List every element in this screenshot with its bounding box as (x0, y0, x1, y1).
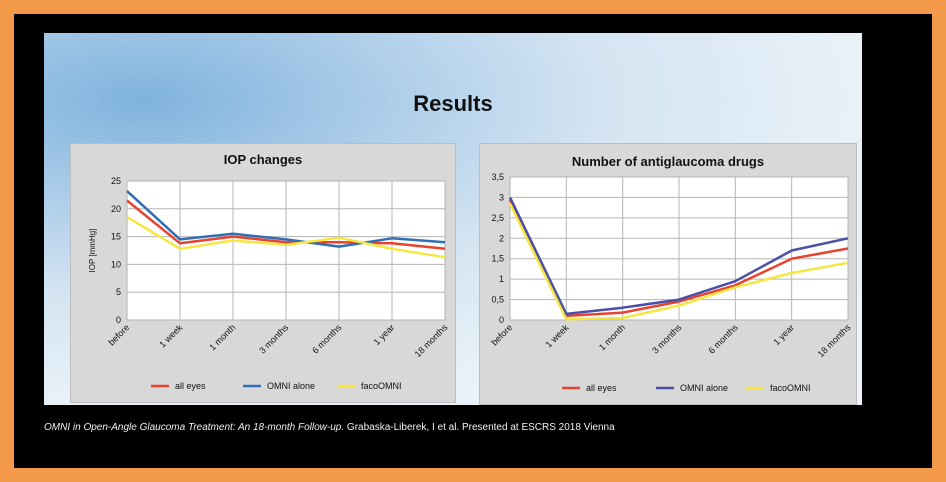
chart-title: Number of antiglaucoma drugs (572, 154, 764, 169)
y-tick-label: 5 (116, 287, 121, 297)
legend-label: all eyes (586, 383, 617, 393)
y-tick-label: 15 (111, 232, 121, 242)
series-line (508, 196, 849, 316)
x-tick-label: 1 year (372, 322, 397, 347)
slide: Results IOP changes 0 5 10 15 20 25 before 1 wee… (44, 33, 862, 405)
x-tick-label: 3 months (257, 322, 291, 356)
series-line (126, 216, 446, 259)
citation-caption: OMNI in Open-Angle Glaucoma Treatment: A… (44, 422, 615, 433)
y-tick-label: 2,5 (491, 213, 504, 223)
chart-svg: Number of antiglaucoma drugs 0 0,5 1 1,5 2 2,5… (489, 154, 853, 393)
x-tick-label: 18 months (413, 322, 450, 359)
y-tick-label: 3,5 (491, 172, 504, 182)
x-tick-label: 6 months (706, 322, 740, 356)
legend-label: facoOMNI (361, 381, 402, 391)
chart-svg: IOP changes 0 5 10 15 20 25 before 1 week 1 month… (88, 152, 450, 391)
legend-label: all eyes (175, 381, 206, 391)
legend-label: facoOMNI (770, 383, 811, 393)
y-tick-label: 1 (499, 274, 504, 284)
series-line (126, 199, 446, 251)
x-tick-label: 1 month (597, 322, 627, 352)
iop-chart-panel: IOP changes 0 5 10 15 20 25 before 1 week 1 month… (70, 143, 456, 403)
slide-title: Results (413, 91, 493, 116)
y-tick-label: 0 (499, 315, 504, 325)
series-line (508, 198, 849, 318)
x-tick-label: 1 week (544, 322, 572, 350)
y-tick-label: 3 (499, 192, 504, 202)
legend-label: OMNI alone (267, 381, 315, 391)
y-tick-label: 0,5 (491, 295, 504, 305)
citation-authors: Grabaska-Liberek, I et al. Presented at … (344, 422, 615, 433)
drugs-chart-panel: Number of antiglaucoma drugs 0 0,5 1 1,5 2 2,5… (479, 143, 857, 405)
y-tick-label: 0 (116, 315, 121, 325)
x-tick-label: 3 months (650, 322, 684, 356)
y-axis-label: IOP [mmHg] (88, 229, 97, 273)
x-tick-label: 6 months (310, 322, 344, 356)
legend-label: OMNI alone (680, 383, 728, 393)
y-tick-label: 1,5 (491, 254, 504, 264)
x-tick-label: before (489, 322, 514, 347)
x-tick-label: 1 week (157, 322, 185, 350)
series-line (126, 190, 446, 248)
y-tick-label: 2 (499, 233, 504, 243)
y-tick-label: 20 (111, 204, 121, 214)
x-tick-label: 1 year (771, 322, 796, 347)
x-tick-label: 1 month (207, 322, 237, 352)
y-tick-label: 10 (111, 259, 121, 269)
chart-title: IOP changes (224, 152, 303, 167)
citation-title: OMNI in Open-Angle Glaucoma Treatment: A… (44, 422, 345, 433)
y-tick-label: 25 (111, 176, 121, 186)
x-tick-label: before (106, 322, 131, 347)
series-line (508, 203, 849, 321)
x-tick-label: 18 months (816, 322, 853, 359)
